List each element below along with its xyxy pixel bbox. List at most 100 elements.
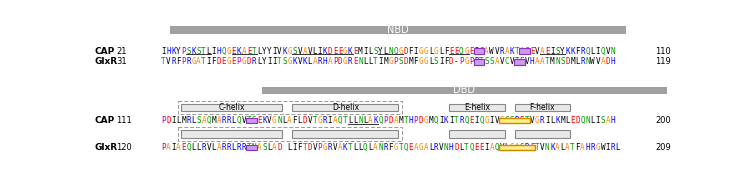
Text: P: P (318, 143, 322, 152)
Text: V: V (605, 47, 610, 56)
Text: I: I (363, 47, 368, 56)
Text: A: A (197, 57, 201, 66)
Text: E: E (353, 57, 358, 66)
Text: E: E (232, 47, 236, 56)
Text: A: A (332, 116, 338, 125)
Text: S: S (485, 57, 489, 66)
Text: D: D (247, 57, 252, 66)
Text: P: P (181, 57, 186, 66)
Text: Q: Q (186, 143, 191, 152)
Text: A: A (485, 47, 489, 56)
Text: H: H (611, 116, 615, 125)
Text: F: F (444, 57, 449, 66)
Text: R: R (226, 143, 232, 152)
Text: S: S (519, 143, 525, 152)
Text: N: N (585, 57, 590, 66)
Text: V: V (298, 57, 302, 66)
Text: Q: Q (459, 47, 464, 56)
Text: T: T (398, 143, 403, 152)
Text: P: P (413, 116, 418, 125)
Text: C: C (505, 116, 509, 125)
Text: A: A (328, 57, 332, 66)
Text: Q: Q (494, 143, 499, 152)
Text: L: L (591, 116, 595, 125)
Text: F: F (298, 143, 302, 152)
Text: S: S (479, 47, 484, 56)
Text: A: A (303, 47, 307, 56)
Text: G: G (510, 143, 514, 152)
Text: L: L (353, 143, 358, 152)
Text: N: N (358, 116, 363, 125)
Text: A: A (424, 143, 428, 152)
Text: D: D (166, 116, 171, 125)
Text: A: A (535, 57, 539, 66)
Text: T: T (303, 143, 307, 152)
Text: V: V (242, 116, 246, 125)
Text: L: L (565, 116, 570, 125)
Bar (474, 48, 485, 54)
Text: Q: Q (585, 47, 590, 56)
Text: W: W (600, 143, 605, 152)
Text: V: V (312, 143, 317, 152)
Text: G: G (343, 57, 347, 66)
Text: N: N (278, 116, 282, 125)
Text: Y: Y (262, 57, 266, 66)
Bar (499, 145, 535, 150)
Text: L: L (429, 57, 433, 66)
Text: G: G (226, 57, 232, 66)
Text: G: G (242, 57, 246, 66)
Text: I: I (272, 57, 277, 66)
Text: A: A (540, 47, 545, 56)
Text: G: G (343, 47, 347, 56)
Text: L: L (439, 47, 444, 56)
Text: G: G (418, 47, 423, 56)
Text: S: S (197, 47, 201, 56)
Text: R: R (591, 143, 595, 152)
Bar (181, 130, 282, 138)
Text: I: I (439, 57, 444, 66)
Text: E: E (247, 47, 252, 56)
Text: D-helix: D-helix (332, 103, 359, 112)
Text: F: F (444, 47, 449, 56)
Text: R: R (201, 143, 206, 152)
Text: T: T (464, 143, 469, 152)
Text: A: A (515, 143, 519, 152)
Text: T: T (247, 116, 252, 125)
Text: E: E (454, 47, 459, 56)
Text: D: D (278, 143, 282, 152)
Text: C: C (525, 47, 529, 56)
Text: I: I (474, 116, 479, 125)
Text: 119: 119 (655, 57, 672, 66)
Bar (514, 59, 525, 65)
Text: I: I (171, 143, 176, 152)
Bar (262, 87, 667, 94)
Text: G: G (464, 57, 469, 66)
Text: G: G (418, 143, 423, 152)
Text: A: A (555, 143, 559, 152)
Text: R: R (348, 57, 352, 66)
Text: E: E (181, 143, 186, 152)
Text: R: R (328, 143, 332, 152)
Text: Q: Q (469, 143, 474, 152)
Text: S: S (292, 47, 297, 56)
Bar (474, 59, 485, 65)
Text: A: A (600, 57, 605, 66)
Text: A: A (505, 47, 509, 56)
Text: I: I (596, 47, 600, 56)
Text: L: L (287, 143, 292, 152)
Text: 120: 120 (116, 143, 132, 152)
Text: G: G (424, 116, 428, 125)
Text: L: L (550, 116, 555, 125)
Text: H: H (530, 57, 534, 66)
Text: H: H (611, 57, 615, 66)
Text: T: T (312, 116, 317, 125)
Text: I: I (211, 47, 216, 56)
Text: H: H (449, 143, 453, 152)
Text: K: K (237, 47, 241, 56)
Text: T: T (454, 116, 459, 125)
Text: L: L (429, 143, 433, 152)
Bar (181, 104, 282, 111)
Text: A: A (373, 143, 378, 152)
Text: A: A (494, 57, 499, 66)
Text: F-helix: F-helix (530, 103, 555, 112)
